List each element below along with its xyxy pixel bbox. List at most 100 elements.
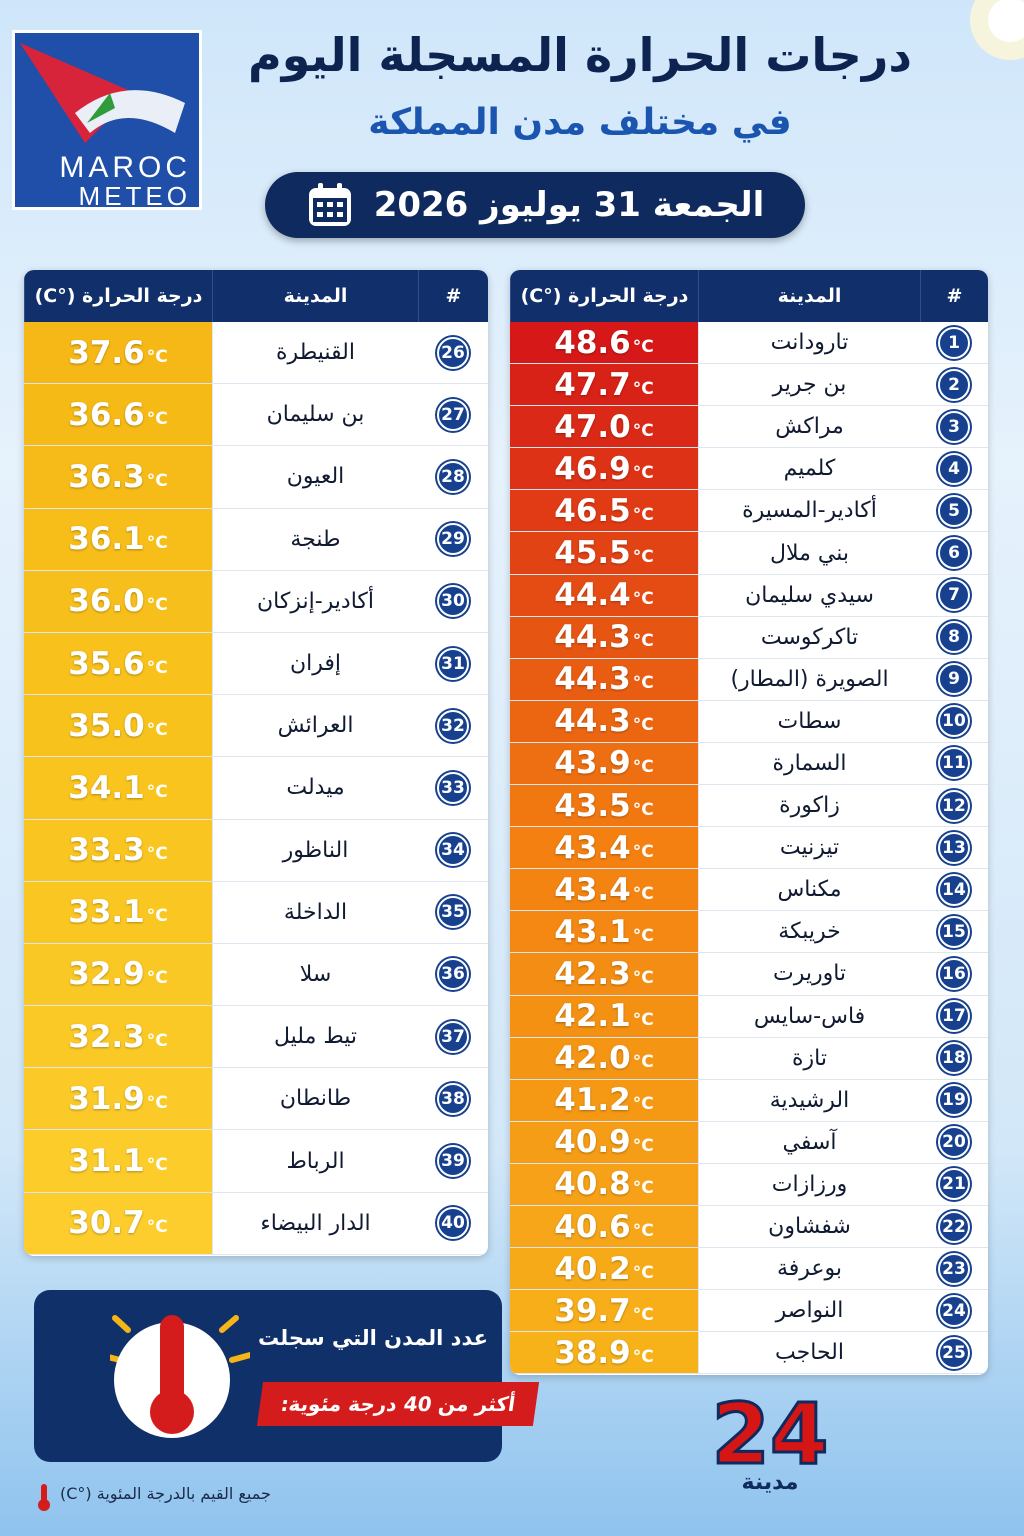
column-header: المدينة bbox=[698, 270, 920, 322]
temp-cell: 44.3 °C bbox=[510, 700, 698, 742]
city: طانطان bbox=[212, 1068, 418, 1130]
rank: 6 bbox=[938, 537, 970, 570]
column-header: # bbox=[920, 270, 988, 322]
temp: 36.6 bbox=[68, 396, 145, 433]
temp: 32.9 bbox=[68, 956, 145, 993]
subtitle: في مختلف مدن المملكة bbox=[368, 102, 792, 143]
rank: 40 bbox=[437, 1207, 469, 1240]
table-row: 9 الصويرة (المطار) 44.3 °C bbox=[510, 658, 988, 701]
city: الصويرة (المطار) bbox=[698, 658, 920, 700]
calendar-icon bbox=[308, 183, 351, 226]
rank-cell: 4 bbox=[920, 452, 988, 485]
table-row: 1 تارودانت 48.6 °C bbox=[510, 322, 988, 365]
city: بن جرير bbox=[698, 364, 920, 406]
rank-cell: 28 bbox=[418, 460, 488, 493]
rank: 1 bbox=[938, 326, 970, 359]
temp: 33.3 bbox=[68, 832, 145, 869]
rank: 12 bbox=[938, 789, 970, 822]
temp: 33.1 bbox=[68, 894, 145, 931]
city: تاكركوست bbox=[698, 616, 920, 658]
temp-unit: °C bbox=[632, 336, 654, 357]
logo-text: MAROC bbox=[59, 151, 191, 184]
rank: 39 bbox=[437, 1145, 469, 1178]
temp-unit: °C bbox=[632, 1094, 654, 1115]
temp-cell: 31.9 °C bbox=[24, 1068, 212, 1130]
rank: 38 bbox=[437, 1082, 469, 1115]
table-row: 6 بني ملال 45.5 °C bbox=[510, 532, 988, 575]
rank: 20 bbox=[938, 1126, 970, 1159]
rank-cell: 1 bbox=[920, 326, 988, 359]
temp: 35.6 bbox=[68, 645, 145, 682]
temp-cell: 47.7 °C bbox=[510, 364, 698, 406]
count: 24 bbox=[710, 1384, 830, 1485]
temp-unit: °C bbox=[146, 844, 168, 865]
rank: 29 bbox=[437, 523, 469, 556]
temp: 41.2 bbox=[554, 1082, 631, 1119]
rank-cell: 22 bbox=[920, 1210, 988, 1243]
temp-cell: 47.0 °C bbox=[510, 406, 698, 448]
temp: 30.7 bbox=[68, 1205, 145, 1242]
table-row: 23 بوعرفة 40.2 °C bbox=[510, 1248, 988, 1291]
rank-cell: 17 bbox=[920, 1000, 988, 1033]
rank: 4 bbox=[938, 452, 970, 485]
temp: 46.9 bbox=[554, 450, 631, 487]
rank: 22 bbox=[938, 1210, 970, 1243]
rank-cell: 29 bbox=[418, 523, 488, 556]
city: ورزازات bbox=[698, 1163, 920, 1205]
city: تارودانت bbox=[698, 322, 920, 364]
rank-cell: 19 bbox=[920, 1084, 988, 1117]
temp: 43.1 bbox=[554, 913, 631, 950]
temp: 39.7 bbox=[554, 1292, 631, 1329]
table-row: 40 الدار البيضاء 30.7 °C bbox=[24, 1192, 488, 1255]
table-row: 3 مراكش 47.0 °C bbox=[510, 406, 988, 449]
column-header: درجة الحرارة (°C) bbox=[24, 270, 212, 322]
temp-cell: 36.6 °C bbox=[24, 384, 212, 446]
temp-cell: 32.3 °C bbox=[24, 1006, 212, 1068]
table-row: 33 ميدلت 34.1 °C bbox=[24, 757, 488, 820]
table-row: 16 تاوريرت 42.3 °C bbox=[510, 953, 988, 996]
rank: 28 bbox=[437, 460, 469, 493]
rank: 26 bbox=[437, 336, 469, 369]
table-row: 12 زاكورة 43.5 °C bbox=[510, 785, 988, 828]
temp: 47.7 bbox=[554, 366, 631, 403]
city: الدار البيضاء bbox=[212, 1192, 418, 1254]
temp: 42.1 bbox=[554, 998, 631, 1035]
city: بوعرفة bbox=[698, 1248, 920, 1290]
city: الحاجب bbox=[698, 1332, 920, 1374]
temp-unit: °C bbox=[146, 346, 168, 367]
rank-cell: 24 bbox=[920, 1294, 988, 1327]
rank-cell: 9 bbox=[920, 663, 988, 696]
temp-unit: °C bbox=[632, 378, 654, 399]
city: زاكورة bbox=[698, 785, 920, 827]
temp-cell: 40.6 °C bbox=[510, 1205, 698, 1248]
temp-unit: °C bbox=[632, 715, 654, 736]
rank-cell: 15 bbox=[920, 915, 988, 948]
temp: 31.9 bbox=[68, 1080, 145, 1117]
rank: 21 bbox=[938, 1168, 970, 1201]
logo: MAROC METEO bbox=[12, 30, 202, 210]
temp-cell: 43.9 °C bbox=[510, 742, 698, 785]
temp-cell: 36.0 °C bbox=[24, 570, 212, 632]
city: فاس-سايس bbox=[698, 995, 920, 1037]
city: تيط مليل bbox=[212, 1006, 418, 1068]
column-header: المدينة bbox=[212, 270, 418, 322]
rank-cell: 2 bbox=[920, 368, 988, 401]
summary-box bbox=[34, 1290, 502, 1462]
temp: 38.9 bbox=[554, 1334, 631, 1371]
city: تيزنيت bbox=[698, 827, 920, 869]
city: تازة bbox=[698, 1037, 920, 1079]
table-row: 24 النواصر 39.7 °C bbox=[510, 1290, 988, 1333]
rank: 25 bbox=[938, 1336, 970, 1369]
temp: 31.1 bbox=[68, 1143, 145, 1180]
temp-unit: °C bbox=[146, 470, 168, 491]
rank-cell: 23 bbox=[920, 1252, 988, 1285]
temp-cell: 42.1 °C bbox=[510, 995, 698, 1037]
rank: 10 bbox=[938, 705, 970, 738]
temp: 37.6 bbox=[68, 334, 145, 371]
city: النواصر bbox=[698, 1290, 920, 1332]
temp-unit: °C bbox=[146, 968, 168, 989]
summary-text: عدد المدن التي سجلت bbox=[258, 1326, 488, 1350]
temp-cell: 32.9 °C bbox=[24, 943, 212, 1006]
rank-cell: 38 bbox=[418, 1082, 488, 1115]
summary-highlight: أكثر من 40 درجة مئوية: bbox=[256, 1382, 540, 1426]
